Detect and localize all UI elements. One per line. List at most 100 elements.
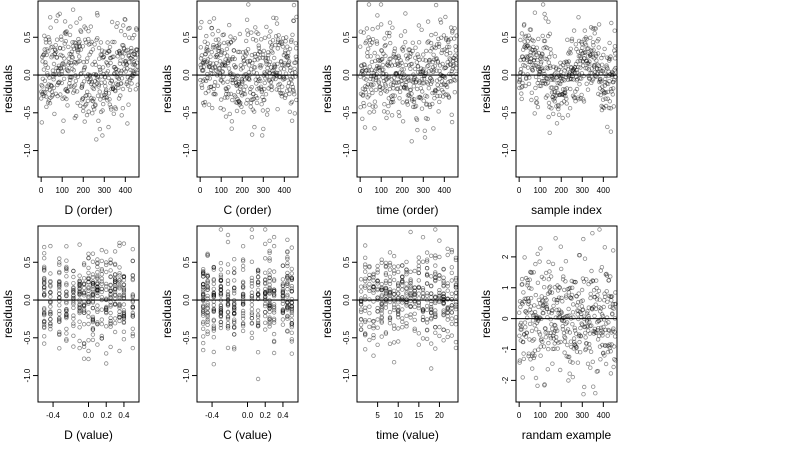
residual-point xyxy=(249,97,254,102)
residual-point xyxy=(77,16,83,21)
residual-point xyxy=(121,43,126,48)
residual-point xyxy=(558,244,563,249)
residual-point xyxy=(560,91,565,97)
residual-point xyxy=(90,110,95,116)
residual-point xyxy=(97,89,102,94)
residual-point xyxy=(253,77,258,82)
residual-point xyxy=(103,94,108,100)
residual-point xyxy=(66,68,71,74)
residual-point xyxy=(103,260,109,265)
residual-point xyxy=(218,313,224,318)
residual-point xyxy=(569,76,574,82)
residual-point xyxy=(573,61,579,67)
residual-point xyxy=(134,26,139,31)
residual-point xyxy=(382,43,387,49)
residual-point xyxy=(120,105,125,111)
residual-point xyxy=(123,17,128,22)
residual-point xyxy=(539,299,545,304)
residual-point xyxy=(42,322,47,327)
residual-point xyxy=(267,306,272,311)
residual-point xyxy=(541,344,547,349)
residual-point xyxy=(390,97,395,102)
residual-point xyxy=(231,307,237,312)
residual-point xyxy=(130,68,135,74)
residual-point xyxy=(53,72,58,77)
x-tick-label: 400 xyxy=(119,186,133,195)
residual-point xyxy=(211,277,216,282)
residual-point xyxy=(423,93,428,98)
residual-point xyxy=(95,264,100,270)
residual-point xyxy=(249,321,255,326)
residual-point xyxy=(252,124,257,130)
residual-point xyxy=(121,290,127,295)
residual-point xyxy=(249,259,255,264)
residual-point xyxy=(249,307,255,312)
x-tick-label: 200 xyxy=(555,186,569,195)
residual-point xyxy=(112,281,118,286)
residual-point xyxy=(366,2,372,7)
residual-point xyxy=(285,63,290,68)
residual-point xyxy=(444,84,450,90)
residual-point xyxy=(117,315,122,320)
y-tick-label: 0.5 xyxy=(182,256,191,268)
residual-point xyxy=(77,273,82,278)
residual-point xyxy=(40,54,45,60)
residual-point xyxy=(453,290,459,295)
residual-point xyxy=(200,287,206,292)
residual-point xyxy=(285,261,290,266)
residual-point xyxy=(261,86,267,92)
residual-point xyxy=(424,272,430,278)
residual-point xyxy=(211,264,216,270)
residual-point xyxy=(358,317,364,322)
residual-point xyxy=(54,55,60,60)
residual-point xyxy=(383,286,389,291)
residual-point xyxy=(578,333,583,338)
residual-point xyxy=(536,330,542,335)
residual-point xyxy=(365,54,370,59)
residual-point xyxy=(439,79,444,84)
residual-point xyxy=(90,327,96,332)
residual-point xyxy=(412,294,417,300)
residual-point xyxy=(556,73,562,78)
residual-point xyxy=(232,93,237,98)
residual-point xyxy=(437,93,443,99)
residual-point xyxy=(372,68,378,73)
residual-point xyxy=(554,300,560,305)
residual-point xyxy=(289,351,294,356)
residual-point xyxy=(95,13,100,18)
residual-point xyxy=(388,61,393,66)
residual-point xyxy=(48,271,53,276)
residual-point xyxy=(271,293,277,299)
residual-point xyxy=(363,318,368,323)
residual-point xyxy=(601,52,606,58)
residual-point xyxy=(231,48,236,53)
residual-point xyxy=(564,354,569,359)
residual-point xyxy=(570,360,575,365)
residual-point xyxy=(593,306,599,312)
residual-point xyxy=(231,311,237,316)
residual-point xyxy=(102,92,107,98)
residual-point xyxy=(523,76,529,81)
residual-point xyxy=(286,60,291,65)
residual-point xyxy=(362,125,368,130)
residual-point xyxy=(199,53,204,58)
residual-point xyxy=(598,79,604,84)
residual-point xyxy=(121,274,127,279)
residual-point xyxy=(202,60,208,65)
residual-point xyxy=(64,314,69,319)
residual-point xyxy=(255,291,261,296)
residual-point xyxy=(218,313,224,318)
residual-point xyxy=(538,56,543,61)
residual-point xyxy=(544,45,550,51)
residual-point xyxy=(87,52,92,57)
residual-point xyxy=(211,306,216,312)
residual-point xyxy=(39,89,44,94)
residual-point xyxy=(200,303,206,308)
residual-point xyxy=(90,281,96,286)
residual-point xyxy=(267,309,272,315)
residual-point xyxy=(57,331,62,336)
residual-point xyxy=(200,291,206,297)
residual-point xyxy=(287,87,292,92)
residual-point xyxy=(81,344,87,349)
x-tick-label: 0 xyxy=(517,411,522,420)
